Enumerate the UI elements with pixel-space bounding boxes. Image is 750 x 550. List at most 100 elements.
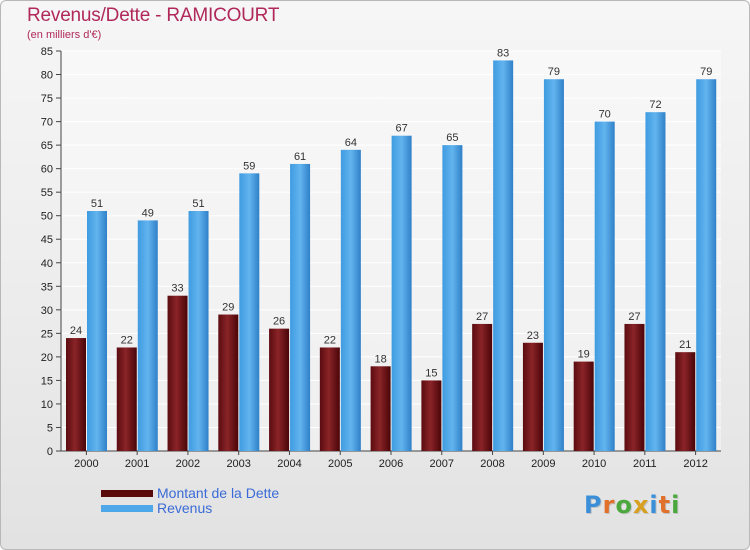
y-tick-label: 55 xyxy=(41,187,53,199)
legend-label-debt: Montant de la Dette xyxy=(157,485,280,501)
x-tick-label-2007: 2007 xyxy=(430,458,454,470)
bar-dette-2012 xyxy=(675,352,696,451)
value-label-dette-2009: 23 xyxy=(527,330,539,342)
value-label-dette-2010: 19 xyxy=(578,349,590,361)
bar-dette-2011 xyxy=(624,323,645,451)
bar-revenus-2002 xyxy=(188,211,209,451)
y-tick-label: 75 xyxy=(41,93,53,105)
value-label-revenus-2006: 67 xyxy=(395,123,407,135)
value-label-dette-2003: 29 xyxy=(222,302,234,314)
bar-revenus-2009 xyxy=(543,79,564,451)
bar-revenus-2007 xyxy=(442,145,463,451)
bar-revenus-2005 xyxy=(340,149,361,451)
x-tick-label-2003: 2003 xyxy=(226,458,250,470)
bar-revenus-2001 xyxy=(137,220,158,451)
bar-dette-2009 xyxy=(522,342,543,451)
bar-revenus-2012 xyxy=(696,79,717,451)
x-tick-label-2012: 2012 xyxy=(683,458,707,470)
value-label-revenus-2003: 59 xyxy=(243,160,255,172)
value-label-revenus-2005: 64 xyxy=(345,137,357,149)
y-tick-label: 70 xyxy=(41,117,53,129)
logo-letter: x xyxy=(632,491,650,519)
value-label-dette-2005: 22 xyxy=(324,334,336,346)
logo-letter: t xyxy=(658,491,672,519)
value-label-revenus-2010: 70 xyxy=(599,109,611,121)
value-label-revenus-2009: 79 xyxy=(548,66,560,78)
bar-dette-2008 xyxy=(472,323,493,451)
y-tick-label: 15 xyxy=(41,375,53,387)
value-label-revenus-2011: 72 xyxy=(649,99,661,111)
x-tick-label-2011: 2011 xyxy=(633,458,657,470)
y-tick-label: 30 xyxy=(41,305,53,317)
bar-revenus-2010 xyxy=(594,121,615,452)
legend-swatch-revenue xyxy=(101,505,153,512)
logo-letter: i xyxy=(671,491,681,519)
bar-dette-2007 xyxy=(421,380,442,451)
bar-revenus-2000 xyxy=(87,211,107,451)
value-label-dette-2008: 27 xyxy=(476,311,488,323)
y-tick-label: 0 xyxy=(47,446,53,458)
value-label-revenus-2008: 83 xyxy=(497,47,509,59)
logo-letter: i xyxy=(649,491,659,519)
y-tick-label: 10 xyxy=(41,399,53,411)
x-tick-label-2001: 2001 xyxy=(125,458,149,470)
y-tick-label: 40 xyxy=(41,258,53,270)
value-label-revenus-2001: 49 xyxy=(142,207,154,219)
proxiti-logo: Proxiti xyxy=(584,491,680,519)
bar-dette-2004 xyxy=(269,328,290,451)
value-label-revenus-2000: 51 xyxy=(91,198,103,210)
value-label-dette-2006: 18 xyxy=(374,353,386,365)
y-tick-label: 50 xyxy=(41,211,53,223)
y-tick-label: 35 xyxy=(41,281,53,293)
value-label-dette-2001: 22 xyxy=(121,334,133,346)
value-label-dette-2007: 15 xyxy=(425,367,437,379)
logo-letter: P xyxy=(584,491,603,519)
bar-revenus-2004 xyxy=(290,163,311,452)
value-label-revenus-2012: 79 xyxy=(700,66,712,78)
x-tick-label-2010: 2010 xyxy=(582,458,606,470)
bar-dette-2000 xyxy=(66,338,86,451)
value-label-dette-2004: 26 xyxy=(273,316,285,328)
bar-revenus-2008 xyxy=(493,60,514,451)
logo-letter: r xyxy=(602,491,616,519)
bar-dette-2006 xyxy=(370,366,391,451)
y-tick-label: 65 xyxy=(41,140,53,152)
y-tick-label: 25 xyxy=(41,328,53,340)
plot-area xyxy=(61,51,721,451)
x-tick-label-2002: 2002 xyxy=(176,458,200,470)
y-tick-label: 60 xyxy=(41,164,53,176)
x-tick-label-2005: 2005 xyxy=(328,458,352,470)
value-label-revenus-2007: 65 xyxy=(446,132,458,144)
y-tick-label: 45 xyxy=(41,234,53,246)
bar-dette-2002 xyxy=(167,295,188,451)
value-label-dette-2011: 27 xyxy=(628,311,640,323)
x-tick-label-2006: 2006 xyxy=(379,458,403,470)
legend-label-revenue: Revenus xyxy=(157,500,213,516)
bar-revenus-2011 xyxy=(645,112,666,452)
value-label-dette-2000: 24 xyxy=(70,325,82,337)
chart-title: Revenus/Dette - RAMICOURT xyxy=(27,5,280,26)
chart-subtitle: (en milliers d'€) xyxy=(27,29,102,41)
value-label-revenus-2004: 61 xyxy=(294,151,306,163)
y-tick-label: 20 xyxy=(41,352,53,364)
y-tick-label: 5 xyxy=(47,422,53,434)
x-tick-label-2004: 2004 xyxy=(277,458,301,470)
x-tick-label-2009: 2009 xyxy=(531,458,555,470)
value-label-dette-2002: 33 xyxy=(171,283,183,295)
y-tick-label: 85 xyxy=(41,46,53,58)
bar-revenus-2003 xyxy=(239,173,260,451)
y-tick-label: 80 xyxy=(41,70,53,82)
bar-dette-2010 xyxy=(573,361,594,451)
value-label-revenus-2002: 51 xyxy=(192,198,204,210)
bar-dette-2005 xyxy=(319,347,340,451)
x-tick-label-2008: 2008 xyxy=(480,458,504,470)
value-label-dette-2012: 21 xyxy=(679,339,691,351)
logo-letter: o xyxy=(615,491,633,519)
bar-dette-2003 xyxy=(218,314,239,451)
bar-revenus-2006 xyxy=(391,135,412,452)
legend-swatch-debt xyxy=(101,490,153,497)
x-tick-label-2000: 2000 xyxy=(74,458,98,470)
bar-dette-2001 xyxy=(116,347,137,451)
